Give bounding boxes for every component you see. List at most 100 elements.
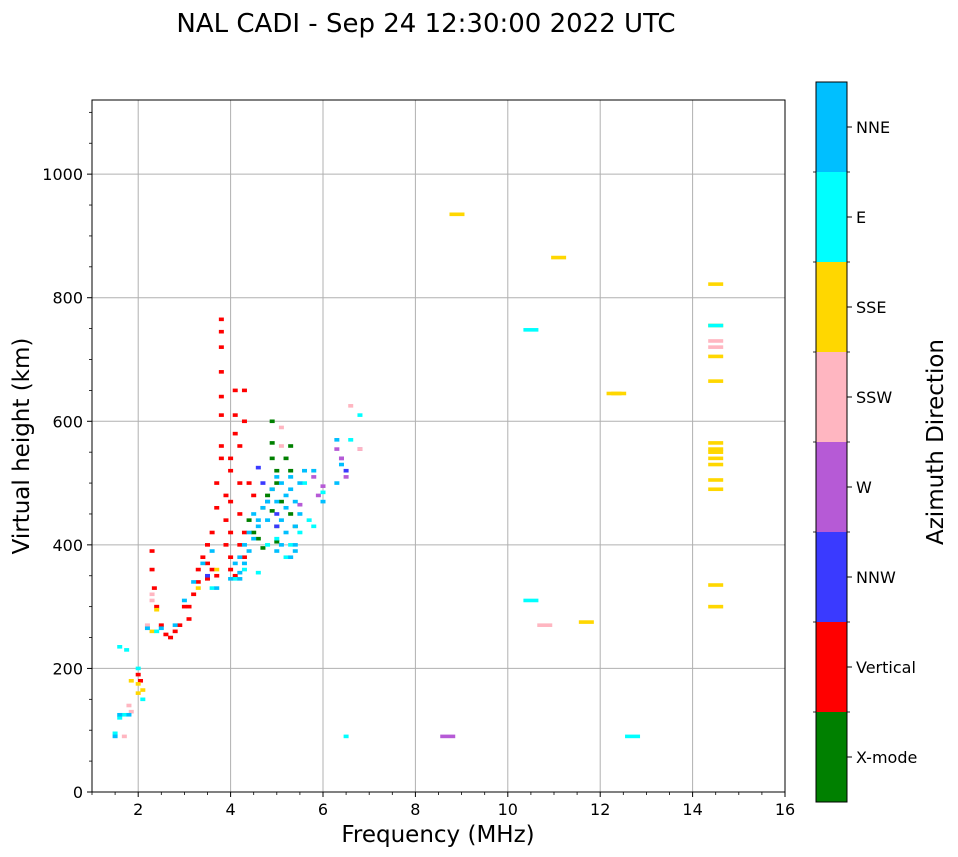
data-point	[214, 567, 220, 572]
data-point	[292, 549, 298, 553]
data-point	[135, 682, 141, 686]
data-point	[144, 623, 150, 627]
data-point	[708, 447, 724, 451]
data-point	[255, 524, 261, 529]
data-point	[357, 447, 363, 451]
data-point	[708, 345, 724, 349]
data-point	[241, 419, 247, 424]
data-point	[205, 573, 210, 578]
chart-title: NAL CADI - Sep 24 12:30:00 2022 UTC	[176, 9, 675, 39]
data-point	[172, 629, 178, 634]
data-point	[232, 577, 238, 581]
data-point	[121, 734, 127, 739]
y-tick-label: 800	[52, 289, 83, 308]
data-point	[708, 441, 724, 445]
data-point	[241, 567, 247, 572]
data-point	[320, 490, 326, 495]
data-point	[163, 632, 169, 637]
data-point	[269, 509, 275, 513]
data-point	[218, 413, 224, 417]
colorbar: X-mode Vertical NNW W SSW SSE E NNE	[813, 81, 917, 803]
data-point	[228, 555, 234, 560]
data-point	[218, 394, 224, 399]
x-tick-label: 2	[133, 800, 143, 819]
data-point	[708, 323, 724, 328]
data-point	[205, 543, 210, 547]
colorbar-frame	[815, 81, 848, 803]
data-point	[708, 462, 724, 467]
data-point	[251, 493, 257, 498]
data-point	[223, 518, 229, 522]
data-point	[205, 561, 210, 566]
data-point	[126, 712, 132, 717]
data-point	[218, 317, 224, 322]
colorbar-segment	[816, 82, 847, 172]
data-point	[117, 645, 123, 649]
data-point	[124, 648, 130, 652]
data-point	[537, 623, 553, 627]
colorbar-label: SSW	[856, 388, 892, 407]
data-point	[126, 703, 132, 708]
x-tick-label: 12	[590, 800, 610, 819]
data-point	[246, 518, 252, 522]
data-point	[214, 481, 220, 485]
data-point	[255, 465, 261, 470]
data-point	[228, 456, 234, 461]
x-tick-label: 8	[410, 800, 420, 819]
data-point	[708, 379, 724, 383]
data-point	[302, 468, 308, 473]
data-point	[708, 604, 724, 609]
data-point	[278, 481, 284, 485]
colorbar-label: SSE	[856, 298, 886, 317]
data-point	[283, 555, 289, 560]
colorbar-label: NNW	[856, 568, 896, 587]
x-tick-label: 6	[318, 800, 328, 819]
data-point	[144, 626, 150, 631]
data-point	[246, 530, 252, 535]
data-point	[708, 487, 724, 492]
data-point	[135, 691, 141, 695]
data-point	[255, 570, 261, 575]
data-point	[348, 404, 354, 408]
data-point	[255, 536, 261, 541]
data-point	[292, 499, 298, 504]
data-point	[523, 598, 539, 603]
data-point	[297, 512, 303, 516]
data-point	[241, 530, 247, 535]
data-point	[708, 354, 724, 359]
data-point	[195, 586, 201, 590]
x-axis-label: Frequency (MHz)	[341, 822, 534, 848]
data-point	[611, 391, 627, 396]
data-point	[228, 468, 234, 473]
data-point	[241, 388, 247, 393]
data-point	[292, 524, 298, 529]
data-point	[241, 561, 247, 566]
data-point	[708, 583, 724, 587]
data-point	[232, 431, 238, 436]
data-point	[440, 734, 456, 739]
colorbar-label: X-mode	[856, 748, 917, 767]
data-point	[251, 512, 257, 516]
data-point	[237, 481, 243, 485]
colorbar-segment	[816, 532, 847, 622]
data-point	[232, 573, 238, 578]
data-point	[338, 456, 344, 461]
data-point	[177, 623, 183, 627]
data-point	[228, 499, 234, 504]
data-point	[241, 555, 247, 560]
data-point	[140, 697, 146, 702]
data-point	[311, 475, 317, 479]
data-point	[334, 481, 340, 485]
colorbar-label: NNE	[856, 118, 890, 137]
data-point	[149, 549, 155, 553]
data-point	[283, 505, 289, 510]
y-tick-label: 600	[52, 412, 83, 431]
data-point	[154, 607, 160, 612]
data-point	[288, 555, 294, 560]
data-point	[135, 666, 141, 671]
data-point	[708, 450, 724, 454]
data-point	[191, 592, 197, 597]
data-point	[112, 731, 118, 736]
x-tick-label: 14	[682, 800, 702, 819]
data-point	[292, 543, 298, 547]
